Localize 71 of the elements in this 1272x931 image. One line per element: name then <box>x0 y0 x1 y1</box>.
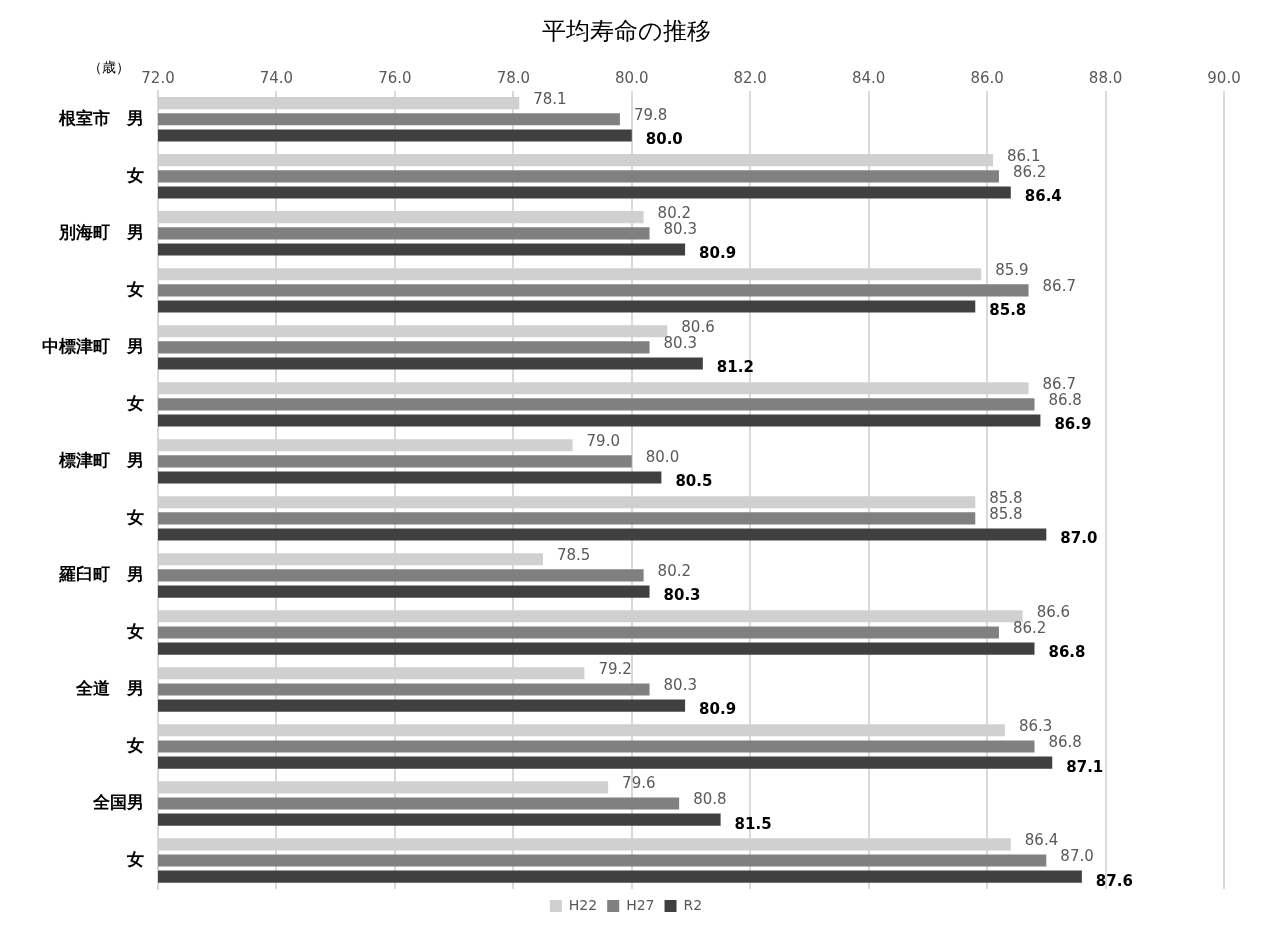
y-tick-label: 女 <box>126 392 144 413</box>
data-label: 87.0 <box>1060 529 1098 548</box>
data-label: 86.4 <box>1024 187 1062 206</box>
data-label: 86.7 <box>1042 375 1076 394</box>
data-label: 85.9 <box>995 261 1029 280</box>
x-axis-title: （歳） <box>88 58 130 75</box>
x-tick-label: 86.0 <box>970 68 1004 87</box>
data-label: 79.8 <box>633 106 668 125</box>
y-tick-label: 別海町 男 <box>58 221 144 242</box>
y-tick-label: 根室市 男 <box>58 107 144 128</box>
y-tick-label: 全道 男 <box>75 677 144 698</box>
data-label: 85.8 <box>989 505 1023 524</box>
data-label: 86.8 <box>1048 643 1086 662</box>
data-label: 80.3 <box>663 334 697 353</box>
y-tick-label: 女 <box>126 734 144 755</box>
y-tick-label: 女 <box>126 164 144 185</box>
data-label: 78.5 <box>556 546 591 565</box>
legend-label: R2 <box>683 896 703 913</box>
data-label: 86.3 <box>1018 717 1053 736</box>
data-label: 86.9 <box>1054 415 1092 434</box>
x-tick-label: 72.0 <box>141 68 175 87</box>
x-tick-label: 78.0 <box>496 68 531 87</box>
data-label: 80.3 <box>663 676 697 695</box>
legend-label: H27 <box>626 896 655 913</box>
data-label: 80.9 <box>699 244 737 263</box>
data-label: 80.6 <box>681 318 715 337</box>
data-label: 86.4 <box>1024 831 1059 850</box>
y-tick-label: 中標津町 男 <box>42 335 144 356</box>
data-label: 80.2 <box>657 562 692 581</box>
data-label: 80.5 <box>675 472 713 491</box>
x-tick-label: 76.0 <box>378 68 412 87</box>
data-label: 86.7 <box>1042 277 1076 296</box>
data-label: 79.0 <box>586 432 620 451</box>
x-tick-label: 74.0 <box>259 68 294 87</box>
x-tick-label: 88.0 <box>1088 68 1123 87</box>
data-label: 86.6 <box>1036 603 1071 622</box>
y-tick-label: 女 <box>126 506 144 527</box>
data-label: 87.6 <box>1095 871 1133 890</box>
data-label: 79.2 <box>598 660 632 679</box>
x-tick-label: 82.0 <box>733 68 767 87</box>
y-tick-label: 女 <box>126 620 144 641</box>
data-label: 86.2 <box>1012 619 1047 638</box>
data-label: 80.3 <box>663 586 701 605</box>
y-tick-label: 女 <box>126 278 144 299</box>
x-tick-label: 84.0 <box>851 68 886 87</box>
data-label: 87.0 <box>1060 847 1094 866</box>
data-label: 85.8 <box>989 489 1023 508</box>
data-label: 86.2 <box>1012 163 1047 182</box>
legend-label: H22 <box>568 896 598 913</box>
data-label: 80.0 <box>645 130 683 149</box>
y-tick-label: 女 <box>126 848 144 869</box>
y-tick-label: 全国男 <box>92 791 144 812</box>
data-label: 79.6 <box>622 774 656 793</box>
chart-title: 平均寿命の推移 <box>541 16 711 45</box>
data-label: 87.1 <box>1066 757 1104 776</box>
x-tick-label: 80.0 <box>615 68 649 87</box>
y-tick-label: 標津町 男 <box>58 449 144 470</box>
data-label: 80.0 <box>645 448 680 467</box>
data-label: 85.8 <box>989 301 1027 320</box>
data-label: 86.8 <box>1048 391 1082 410</box>
data-label: 80.2 <box>657 204 692 223</box>
data-label: 80.8 <box>693 790 727 809</box>
data-label: 81.2 <box>716 358 754 377</box>
data-label: 86.8 <box>1048 733 1082 752</box>
data-label: 78.1 <box>533 90 567 109</box>
data-label: 80.3 <box>663 220 697 239</box>
data-label: 86.1 <box>1007 147 1041 166</box>
x-tick-label: 90.0 <box>1207 68 1241 87</box>
data-label: 80.9 <box>699 700 737 719</box>
y-tick-label: 羅臼町 男 <box>58 563 144 584</box>
data-label: 81.5 <box>734 814 772 833</box>
